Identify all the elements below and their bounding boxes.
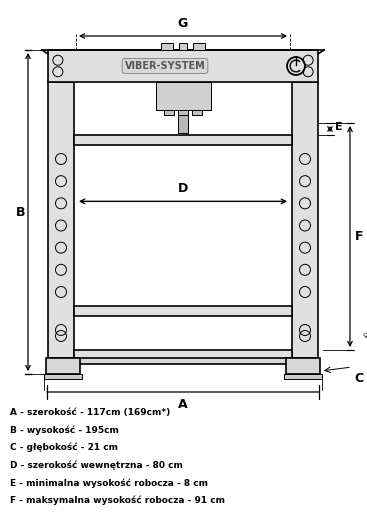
Text: VIBER-SYSTEM: VIBER-SYSTEM [125, 61, 206, 71]
Bar [156, 82, 211, 110]
Text: G: G [178, 17, 188, 30]
Text: B: B [16, 205, 26, 219]
Text: A: A [178, 398, 188, 411]
Text: F: F [355, 230, 363, 243]
Bar [178, 110, 188, 115]
Bar [178, 115, 188, 133]
Bar [292, 82, 318, 358]
Bar [44, 374, 82, 379]
Bar [161, 43, 173, 50]
Text: D - szerokość wewnętrzna - 80 cm: D - szerokość wewnętrzna - 80 cm [10, 460, 183, 470]
Text: E - minimalna wysokość robocza - 8 cm: E - minimalna wysokość robocza - 8 cm [10, 478, 208, 487]
Bar [46, 358, 80, 374]
Text: F - maksymalna wysokość robocza - 91 cm: F - maksymalna wysokość robocza - 91 cm [10, 496, 225, 505]
Bar [192, 110, 202, 115]
Text: A - szerokość - 117cm (169cm*): A - szerokość - 117cm (169cm*) [10, 408, 170, 417]
Text: B - wysokość - 195cm: B - wysokość - 195cm [10, 425, 119, 435]
Bar [284, 374, 322, 379]
Bar [74, 358, 292, 364]
Bar [286, 358, 320, 374]
Bar [74, 350, 292, 360]
Bar [74, 135, 292, 145]
Bar [193, 43, 205, 50]
Text: D: D [178, 182, 188, 196]
Text: Głębokość: Głębokość [361, 331, 367, 358]
Text: C: C [354, 372, 363, 385]
Bar [74, 306, 292, 316]
Text: C - głębokość - 21 cm: C - głębokość - 21 cm [10, 443, 118, 453]
Bar [164, 110, 174, 115]
Bar [179, 43, 187, 50]
Bar [48, 50, 318, 82]
Bar [48, 82, 74, 358]
Text: E: E [335, 122, 343, 132]
